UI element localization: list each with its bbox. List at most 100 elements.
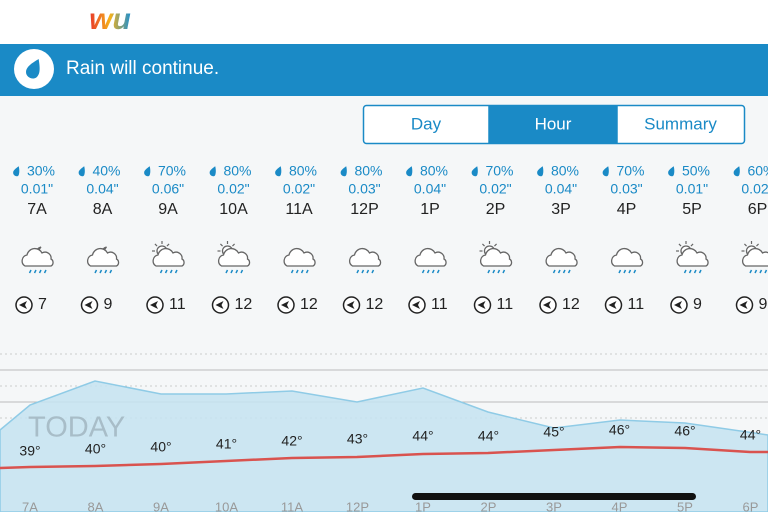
rain-drop xyxy=(698,269,702,274)
hour-time: 4P xyxy=(617,201,637,218)
axis-time: 10A xyxy=(215,499,238,512)
hour-column: 70% 0.06" 9A 11 xyxy=(144,163,186,314)
precip-chance: 80% xyxy=(223,163,251,179)
wind-arrow xyxy=(477,301,486,309)
cloud xyxy=(414,247,447,267)
precip-amount: 0.02" xyxy=(741,181,768,197)
weather-icon xyxy=(414,247,447,274)
cloud xyxy=(480,247,513,267)
hour-column: 80% 0.03" 12P 12 xyxy=(340,163,384,314)
rain-drop xyxy=(104,269,108,274)
rain-drop xyxy=(562,269,566,274)
sun-ray xyxy=(756,243,759,247)
rain-drop xyxy=(169,269,173,274)
precip-drop xyxy=(340,166,347,177)
wind-speed: 11 xyxy=(497,296,514,313)
rain-drop xyxy=(109,269,113,274)
temperature: 40° xyxy=(85,441,106,457)
weather-icon xyxy=(676,241,709,274)
weather-icon xyxy=(349,247,382,274)
precip-amount: 0.01" xyxy=(21,181,53,197)
rain-drop xyxy=(300,269,304,274)
rain-drop xyxy=(633,269,637,274)
precip-chance: 70% xyxy=(158,163,186,179)
axis-time: 1P xyxy=(415,499,431,512)
tab-label[interactable]: Summary xyxy=(644,114,717,133)
cloud xyxy=(218,247,251,267)
rain-drop xyxy=(240,269,244,274)
axis-time: 9A xyxy=(153,499,169,512)
precip-drop xyxy=(406,166,413,177)
wind-speed: 12 xyxy=(366,296,384,313)
precip-drop xyxy=(602,166,609,177)
precip-amount: 0.03" xyxy=(348,181,380,197)
precip-amount: 0.04" xyxy=(545,181,577,197)
rain-drop xyxy=(487,269,491,274)
cloud xyxy=(152,247,185,267)
rain-drop xyxy=(502,269,506,274)
rain-drop xyxy=(28,269,32,274)
sun-ray xyxy=(220,243,223,247)
rain-drop xyxy=(552,269,556,274)
banner xyxy=(0,44,768,96)
rain-drop xyxy=(693,269,697,274)
top-bar xyxy=(0,0,768,44)
temperature: 40° xyxy=(150,439,171,455)
cloud xyxy=(545,247,578,267)
rain-drop xyxy=(764,269,768,274)
hour-column: 80% 0.02" 10A 12 xyxy=(209,163,253,314)
rain-drop xyxy=(164,269,168,274)
rain-drop xyxy=(174,269,178,274)
wind-speed: 12 xyxy=(235,296,253,313)
precip-chance: 80% xyxy=(551,163,579,179)
sun-ray xyxy=(166,243,170,247)
hour-column: 70% 0.03" 4P 11 xyxy=(602,163,645,314)
precip-drop xyxy=(209,166,216,177)
rain-drop xyxy=(623,269,627,274)
hour-columns: 30% 0.01" 7A 7 40% 0.04" 8A 9 70% 0.06" 9A 11 80% 0.0… xyxy=(13,163,768,314)
wind-arrow xyxy=(84,301,93,309)
wind-arrow xyxy=(215,301,224,309)
cloud xyxy=(611,247,644,267)
axis-time: 6P xyxy=(743,499,759,512)
precip-chance: 60% xyxy=(747,163,768,179)
rain-drop xyxy=(497,269,501,274)
tab-label[interactable]: Hour xyxy=(535,114,572,133)
rain-drop xyxy=(361,269,365,274)
weather-icon xyxy=(152,241,185,274)
rain-drop xyxy=(436,269,440,274)
precip-drop xyxy=(78,166,85,177)
rain-drop xyxy=(759,269,763,274)
raindrop-icon xyxy=(26,59,40,79)
wind-speed: 11 xyxy=(431,296,448,313)
wind-arrow xyxy=(19,301,27,309)
wind-arrow xyxy=(608,301,617,309)
logo[interactable]: wu xyxy=(89,3,131,36)
wind-speed: 11 xyxy=(169,296,186,313)
rain-drop xyxy=(683,269,687,274)
weather-icon xyxy=(283,247,316,274)
tab-group: Day Hour Summary xyxy=(362,104,746,145)
rain-drop xyxy=(426,269,430,274)
hour-time: 9A xyxy=(158,201,178,218)
precip-chance: 80% xyxy=(354,163,382,179)
axis-time: 4P xyxy=(612,499,628,512)
rain-drop xyxy=(421,269,425,274)
axis-time: 3P xyxy=(546,499,562,512)
cloud xyxy=(742,247,768,267)
hour-time: 7A xyxy=(27,201,47,218)
temperature-line xyxy=(0,445,768,470)
precip-chance: 70% xyxy=(616,163,644,179)
temperature: 44° xyxy=(740,427,761,443)
rain-drop xyxy=(43,269,47,274)
axis-time: 8A xyxy=(88,499,104,512)
rain-drop xyxy=(305,269,309,274)
hour-column: 80% 0.04" 1P 11 xyxy=(406,163,448,314)
rain-drop xyxy=(431,269,435,274)
weather-icon xyxy=(21,246,54,274)
rain-drop xyxy=(38,269,42,274)
cloud xyxy=(87,247,120,267)
tab-label[interactable]: Day xyxy=(411,114,442,133)
rain-drop xyxy=(492,269,496,274)
hour-time: 1P xyxy=(420,201,440,218)
